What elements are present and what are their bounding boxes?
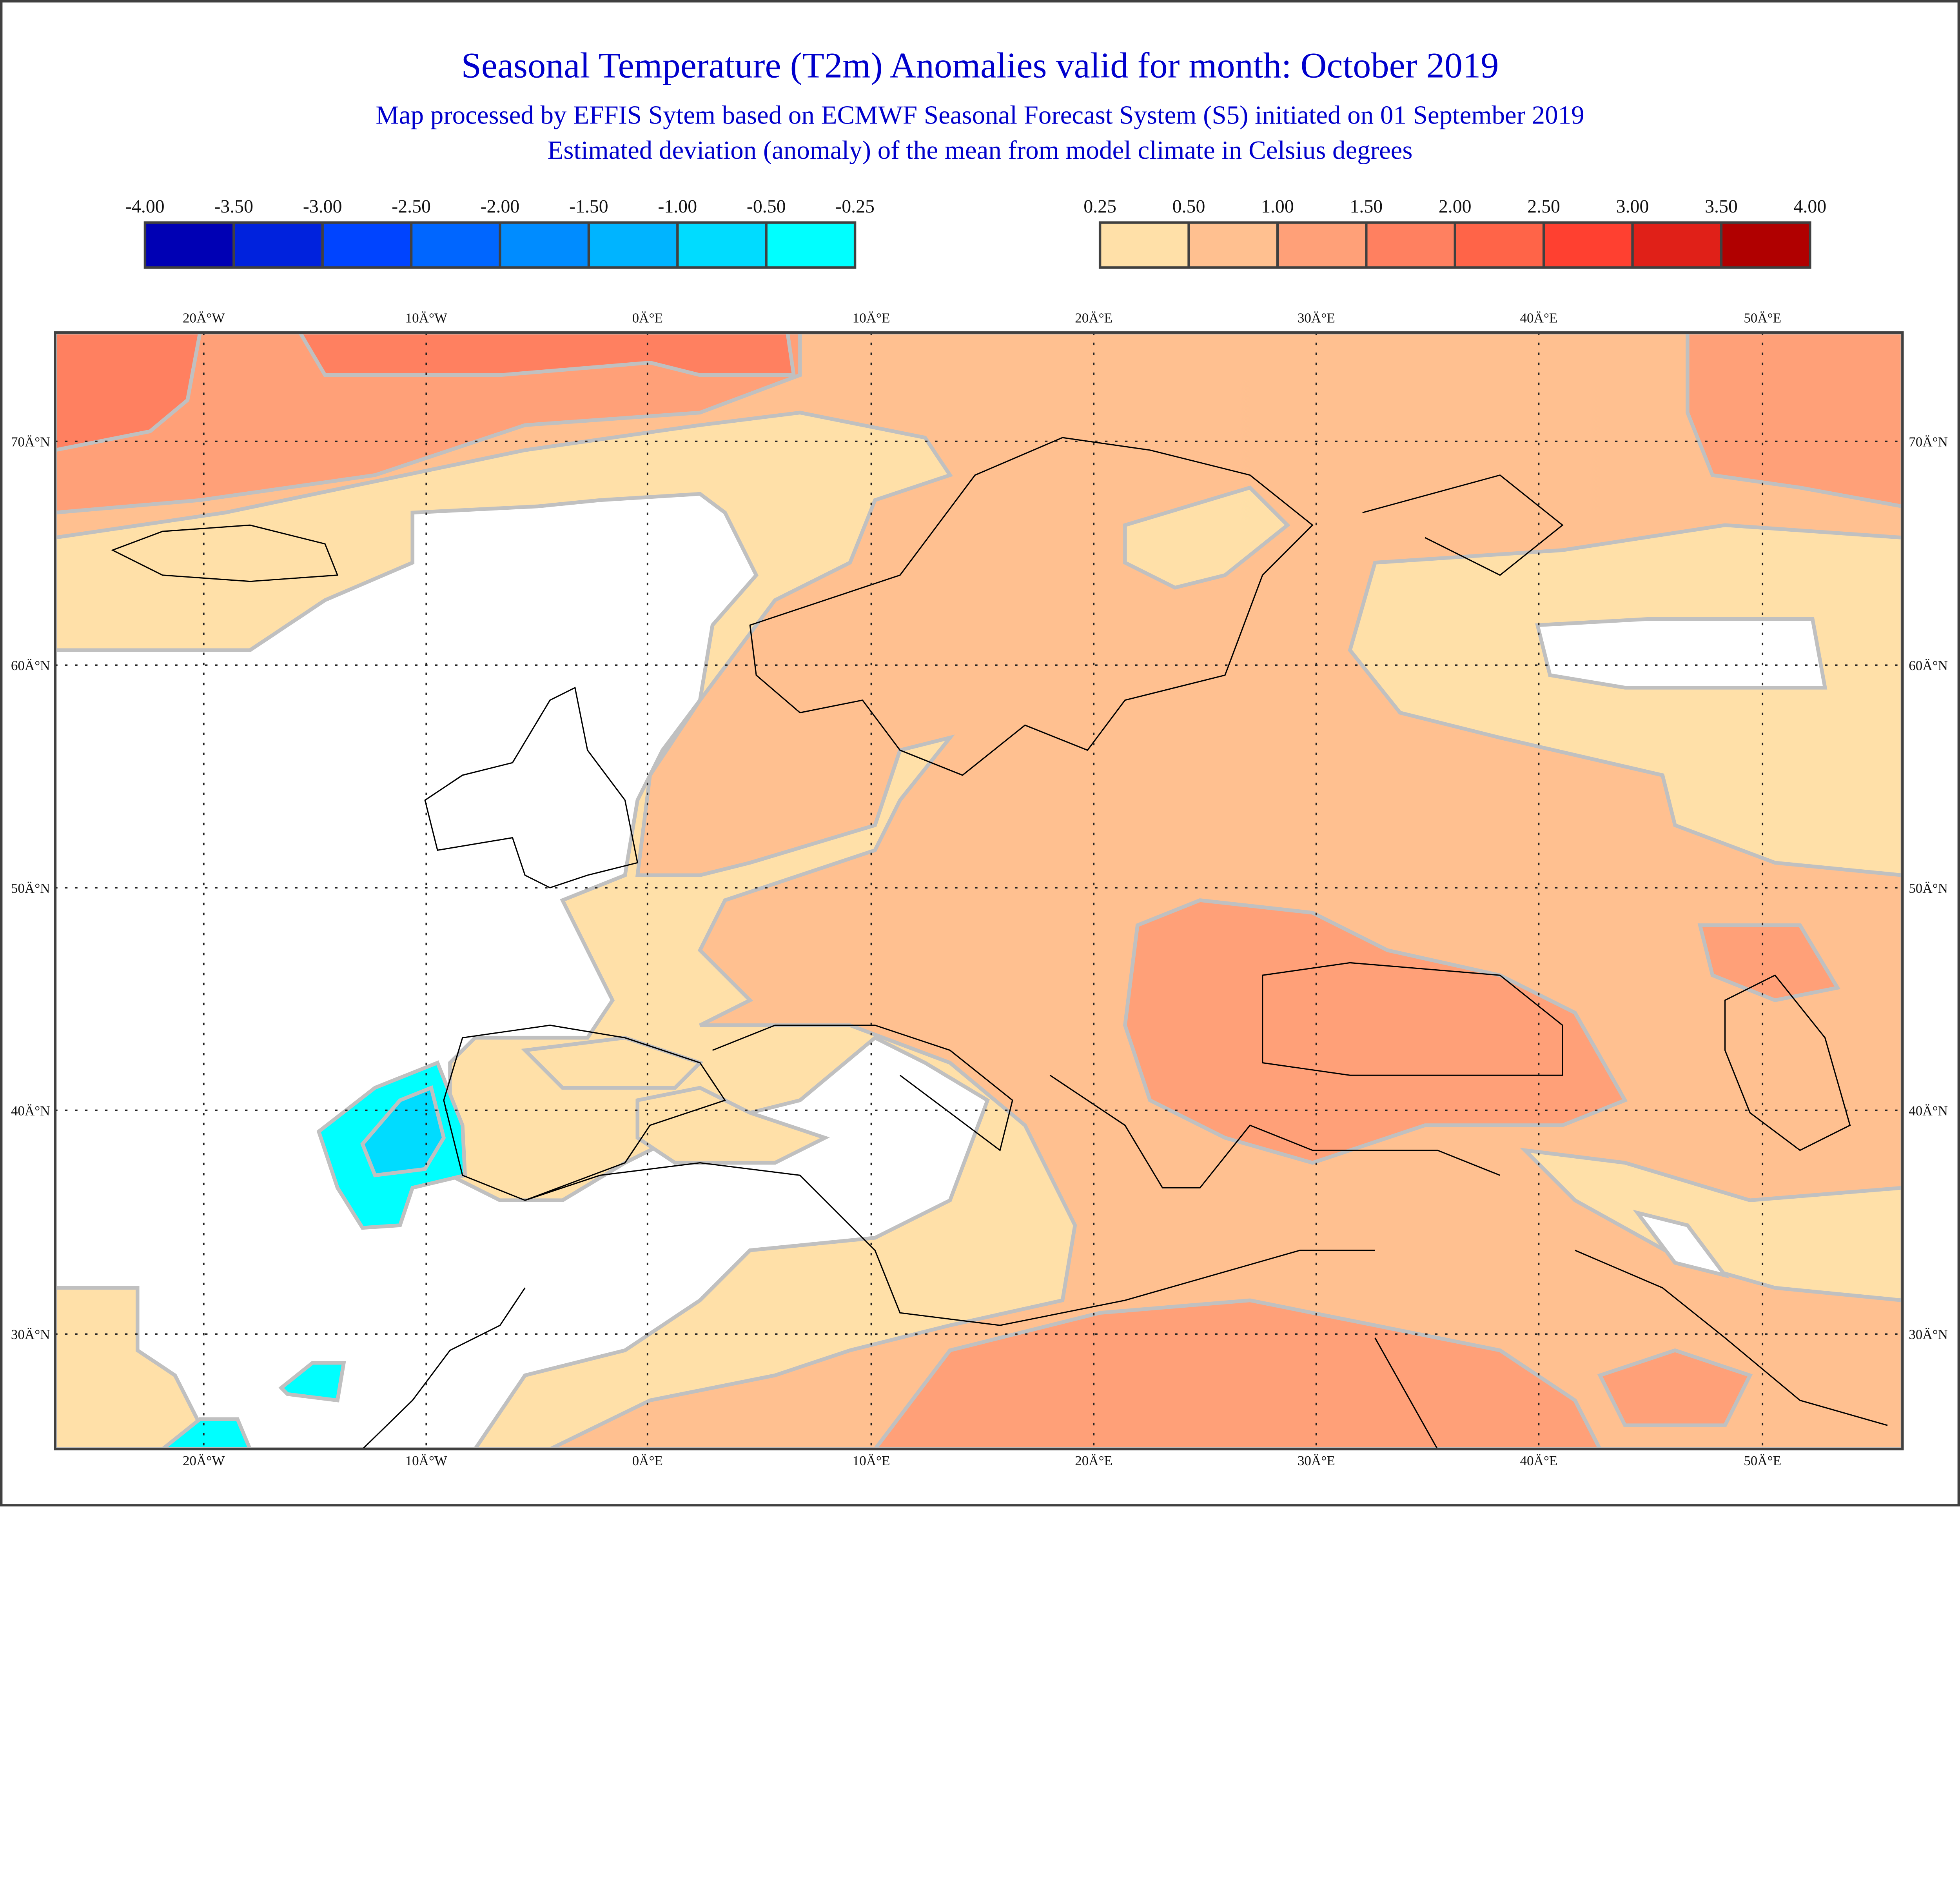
lat-label-right: 30Ä°N bbox=[1909, 1327, 1948, 1342]
anomaly-region-0.25-0.5 bbox=[635, 1086, 830, 1165]
anomaly-region-1.0-1.5 bbox=[1697, 923, 1841, 1002]
legend-label: -2.00 bbox=[481, 196, 520, 217]
anomaly-region-0.25-0.5 bbox=[1520, 1148, 1903, 1303]
lat-label-left: 30Ä°N bbox=[11, 1327, 50, 1342]
neutral-region bbox=[1633, 1210, 1730, 1279]
legend-label: 1.00 bbox=[1261, 196, 1294, 217]
lat-label-right: 40Ä°N bbox=[1909, 1103, 1948, 1118]
lon-label-bottom: 20Ä°W bbox=[183, 1453, 225, 1468]
legend-label: -1.00 bbox=[658, 196, 697, 217]
lat-label-right: 60Ä°N bbox=[1909, 658, 1948, 673]
lon-label-bottom: 50Ä°E bbox=[1744, 1453, 1781, 1468]
lon-label-top: 50Ä°E bbox=[1744, 311, 1781, 326]
graticule bbox=[55, 333, 1903, 1449]
map-description: Estimated deviation (anomaly) of the mea… bbox=[548, 136, 1413, 165]
anomaly-region-1.0-1.5 bbox=[1597, 1348, 1753, 1427]
legend-swatch bbox=[1456, 223, 1543, 267]
anomaly-map-figure: Seasonal Temperature (T2m) Anomalies val… bbox=[0, 0, 1960, 1507]
anomaly-region-0.25-0.5 bbox=[521, 1036, 704, 1090]
lon-label-bottom: 40Ä°E bbox=[1520, 1453, 1557, 1468]
lon-label-top: 10Ä°W bbox=[405, 311, 448, 326]
anomaly-region-1.0-1.5 bbox=[873, 1298, 1602, 1449]
axis-labels: 20Ä°W 20Ä°W 10Ä°W 10Ä°W 0Ä°E 0Ä°E 10Ä°E 10Ä°E 20… bbox=[11, 311, 1948, 1469]
legend-swatch bbox=[412, 223, 499, 267]
anomaly-region-minus-0.5-minus-1.0 bbox=[360, 1085, 446, 1177]
lon-label-bottom: 10Ä°E bbox=[853, 1453, 890, 1468]
legend-swatch bbox=[1633, 223, 1720, 267]
legend-swatch bbox=[1367, 223, 1454, 267]
lat-label-left: 50Ä°N bbox=[11, 881, 50, 896]
neutral-region bbox=[1535, 617, 1828, 690]
anomaly-region-1.5-2.0 bbox=[298, 333, 796, 377]
legend-label: -0.50 bbox=[747, 196, 786, 217]
lon-label-top: 0Ä°E bbox=[632, 311, 663, 326]
legend-swatch bbox=[501, 223, 588, 267]
lon-label-top: 20Ä°W bbox=[183, 311, 225, 326]
map-area bbox=[55, 333, 1903, 1449]
legend-label: -4.00 bbox=[125, 196, 165, 217]
legend-swatch bbox=[235, 223, 321, 267]
legend-negative: -4.00 -3.50 -3.00 -2.50 -2.00 -1.50 -1.00 -0.50… bbox=[125, 196, 875, 269]
legend-label: 3.50 bbox=[1705, 196, 1738, 217]
lat-label-right: 50Ä°N bbox=[1909, 881, 1948, 896]
legend-label: 0.25 bbox=[1083, 196, 1116, 217]
legend-label: 3.00 bbox=[1616, 196, 1649, 217]
lat-label-right: 70Ä°N bbox=[1909, 434, 1948, 449]
legend-positive: 0.25 0.50 1.00 1.50 2.00 2.50 3.00 3.50 4.00 bbox=[1083, 196, 1826, 269]
lon-label-top: 10Ä°E bbox=[853, 311, 890, 326]
lon-label-bottom: 20Ä°E bbox=[1075, 1453, 1112, 1468]
legend-label: -0.25 bbox=[835, 196, 875, 217]
legend-label: -1.50 bbox=[569, 196, 608, 217]
lon-label-bottom: 30Ä°E bbox=[1298, 1453, 1335, 1468]
legend-swatch bbox=[590, 223, 677, 267]
anomaly-region-1.5-2.0 bbox=[55, 333, 202, 452]
legend-swatch bbox=[767, 223, 854, 267]
map-frame bbox=[54, 331, 1904, 1450]
anomaly-region-minus-0.25-minus-0.5 bbox=[278, 1361, 346, 1403]
legend-label: -3.00 bbox=[303, 196, 342, 217]
lon-label-bottom: 10Ä°W bbox=[405, 1453, 448, 1468]
legend-swatch bbox=[323, 223, 410, 267]
anomaly-region-1.0-1.5 bbox=[1686, 333, 1903, 509]
legend-swatch bbox=[1545, 223, 1632, 267]
lon-label-top: 20Ä°E bbox=[1075, 311, 1112, 326]
coastlines bbox=[111, 437, 1888, 1449]
legend-swatch bbox=[1101, 223, 1188, 267]
map-subtitle: Map processed by EFFIS Sytem based on EC… bbox=[376, 101, 1584, 130]
legend-label: 0.50 bbox=[1172, 196, 1205, 217]
lon-label-top: 40Ä°E bbox=[1520, 311, 1557, 326]
lat-label-left: 60Ä°N bbox=[11, 658, 50, 673]
lon-label-bottom: 0Ä°E bbox=[632, 1453, 663, 1468]
anomaly-region-0.25-0.5 bbox=[1348, 523, 1903, 877]
lat-label-left: 70Ä°N bbox=[11, 434, 50, 449]
map-title: Seasonal Temperature (T2m) Anomalies val… bbox=[461, 46, 1499, 86]
legend-swatch bbox=[1279, 223, 1365, 267]
legend-label: -3.50 bbox=[214, 196, 253, 217]
anomaly-region-1.0-1.5 bbox=[55, 333, 802, 515]
legend-label: 2.00 bbox=[1439, 196, 1472, 217]
lat-label-left: 40Ä°N bbox=[11, 1103, 50, 1118]
legend-swatch bbox=[679, 223, 765, 267]
anomaly-region-1.0-1.5 bbox=[1123, 898, 1628, 1165]
legend-swatch bbox=[146, 223, 233, 267]
legend-label: 1.50 bbox=[1350, 196, 1383, 217]
lon-label-top: 30Ä°E bbox=[1298, 311, 1335, 326]
anomaly-region-minus-0.25-minus-0.5 bbox=[159, 1417, 252, 1449]
legend-label: -2.50 bbox=[392, 196, 431, 217]
legend-swatch bbox=[1722, 223, 1809, 267]
anomaly-region-0.25-0.5 bbox=[1123, 485, 1290, 590]
legend-label: 4.00 bbox=[1793, 196, 1826, 217]
legend-swatch bbox=[1190, 223, 1276, 267]
legend-label: 2.50 bbox=[1527, 196, 1560, 217]
